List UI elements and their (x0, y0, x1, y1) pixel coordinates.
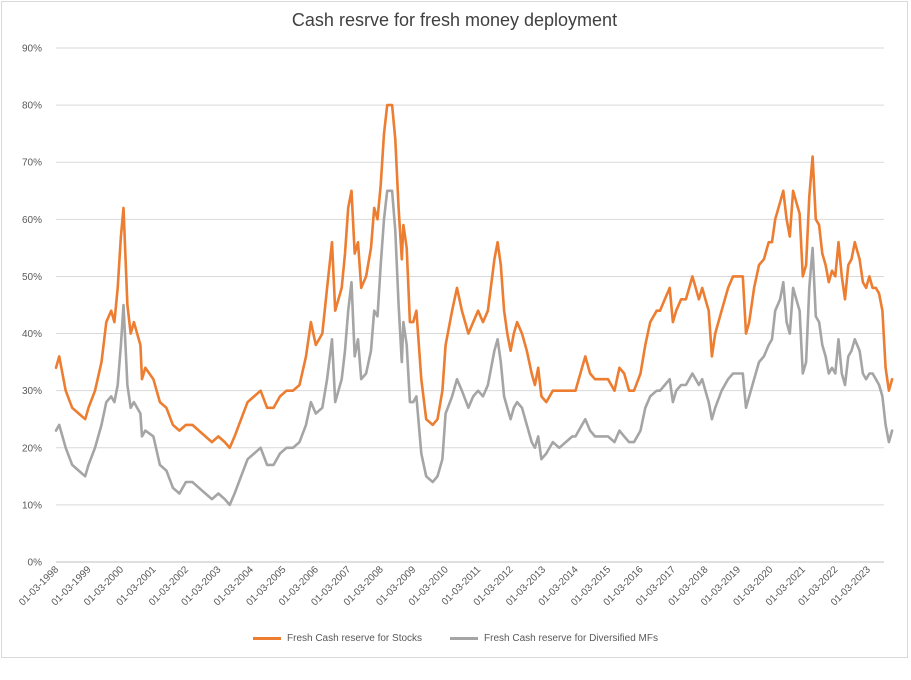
legend-swatch-stocks (253, 637, 281, 640)
y-tick-label: 30% (22, 386, 42, 397)
y-tick-label: 90% (22, 44, 42, 55)
chart-title: Cash resrve for fresh money deployment (291, 10, 618, 30)
chart-legend: Fresh Cash reserve for Stocks Fresh Cash… (0, 633, 911, 644)
y-tick-label: 80% (22, 101, 42, 112)
legend-label-stocks: Fresh Cash reserve for Stocks (287, 633, 423, 644)
y-tick-label: 10% (22, 500, 42, 511)
chart-frame (1, 1, 908, 658)
legend-item-stocks: Fresh Cash reserve for Stocks (253, 633, 422, 644)
legend-label-mfs: Fresh Cash reserve for Diversified MFs (484, 633, 658, 644)
y-tick-label: 40% (22, 329, 42, 340)
series-line-diversified-mfs (54, 189, 894, 507)
y-tick-label: 60% (22, 215, 42, 226)
y-tick-label: 70% (22, 158, 42, 169)
legend-swatch-mfs (450, 637, 479, 640)
y-tick-label: 20% (22, 443, 42, 454)
series-line-stocks (54, 103, 894, 450)
y-tick-label: 50% (22, 272, 42, 283)
y-tick-label: 0% (28, 558, 43, 569)
legend-item-mfs: Fresh Cash reserve for Diversified MFs (450, 633, 658, 644)
